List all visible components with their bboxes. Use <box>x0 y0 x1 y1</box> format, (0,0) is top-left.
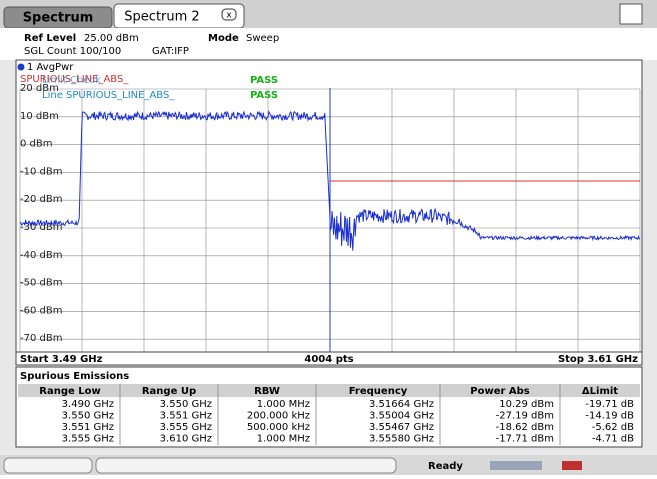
table-cell: 200.000 kHz <box>247 411 310 422</box>
limit-line-name: Line SPURIOUS_LINE_ABS_ <box>42 90 175 101</box>
progress <box>490 461 542 470</box>
column-header: RBW <box>254 386 280 397</box>
y-axis-label: 10 dBm <box>20 111 59 122</box>
table-cell: -4.71 dB <box>592 434 634 445</box>
sweep-points: 4004 pts <box>304 354 353 365</box>
table-cell: 3.490 GHz <box>62 399 114 410</box>
y-axis-label: -70 dBm <box>20 333 62 344</box>
close-button[interactable] <box>221 8 237 21</box>
y-axis-label: -60 dBm <box>20 305 62 316</box>
status: Ready <box>428 461 463 472</box>
table-cell: -14.19 dB <box>585 411 634 422</box>
gat: GAT:IFP <box>152 46 189 57</box>
limit-overlay: Limit Check <box>42 75 101 86</box>
trace-label: 1 AvgPwr <box>27 62 74 73</box>
menu-button[interactable] <box>619 3 643 25</box>
table-cell: 3.550 GHz <box>160 399 212 410</box>
limit-result: PASS <box>250 90 278 101</box>
column-header: ΔLimit <box>582 386 618 397</box>
ref-level: 25.00 dBm <box>84 33 139 44</box>
table-cell: -27.19 dBm <box>496 411 554 422</box>
logo <box>562 461 582 470</box>
table-cell: 3.551 GHz <box>160 411 212 422</box>
table-cell: -5.62 dB <box>592 422 634 433</box>
y-axis-label: -10 dBm <box>20 166 62 177</box>
stop-freq: Stop 3.61 GHz <box>558 354 638 365</box>
table-cell: 500.000 kHz <box>247 422 310 433</box>
mode: Sweep <box>246 33 279 44</box>
limit-result: PASS <box>250 75 278 86</box>
table-cell: 3.610 GHz <box>160 434 212 445</box>
trace-dot <box>17 63 25 71</box>
table-cell: 1.000 MHz <box>257 399 310 410</box>
table-cell: 3.555 GHz <box>160 422 212 433</box>
table-cell: 1.000 MHz <box>257 434 310 445</box>
table-cell: 3.555 GHz <box>62 434 114 445</box>
table-cell: 3.55004 GHz <box>369 411 434 422</box>
trace <box>19 110 641 251</box>
table-cell: -17.71 dBm <box>496 434 554 445</box>
table-cell: -18.62 dBm <box>496 422 554 433</box>
tab-label: Spectrum <box>23 11 94 26</box>
close-icon: x <box>226 11 232 21</box>
table-title: Spurious Emissions <box>20 371 129 382</box>
y-axis-label: 20 dBm <box>20 83 59 94</box>
y-axis-label: -30 dBm <box>20 222 62 233</box>
table-cell: 3.51664 GHz <box>369 399 434 410</box>
y-axis-label: -50 dBm <box>20 278 62 289</box>
start-freq: Start 3.49 GHz <box>20 354 103 365</box>
column-header: Range Up <box>142 386 196 397</box>
table-header <box>18 384 640 397</box>
y-axis-label: -20 dBm <box>20 194 62 205</box>
sgl-count: SGL Count 100/100 <box>24 46 121 57</box>
y-axis-label: -40 dBm <box>20 250 62 261</box>
status-field <box>95 457 397 474</box>
table-cell: 10.29 dBm <box>499 399 554 410</box>
table-cell: 3.55467 GHz <box>369 422 434 433</box>
limit-name: SPURIOUS_LINE_ABS_ <box>20 74 129 85</box>
table-cell: 3.55580 GHz <box>369 434 434 445</box>
table-cell: -19.71 dB <box>585 399 634 410</box>
ref-level-label: Ref Level <box>24 33 76 44</box>
y-axis-label: 0 dBm <box>20 139 53 150</box>
mode-label: Mode <box>208 33 239 44</box>
plot-frame <box>15 59 643 366</box>
tab-label: Spectrum 2 <box>124 10 199 25</box>
table-cell: 3.551 GHz <box>62 422 114 433</box>
column-header: Range Low <box>39 386 100 397</box>
table-cell: 3.550 GHz <box>62 411 114 422</box>
column-header: Frequency <box>349 386 408 397</box>
column-header: Power Abs <box>470 386 530 397</box>
status-field <box>3 457 93 474</box>
info-panel <box>0 28 657 60</box>
